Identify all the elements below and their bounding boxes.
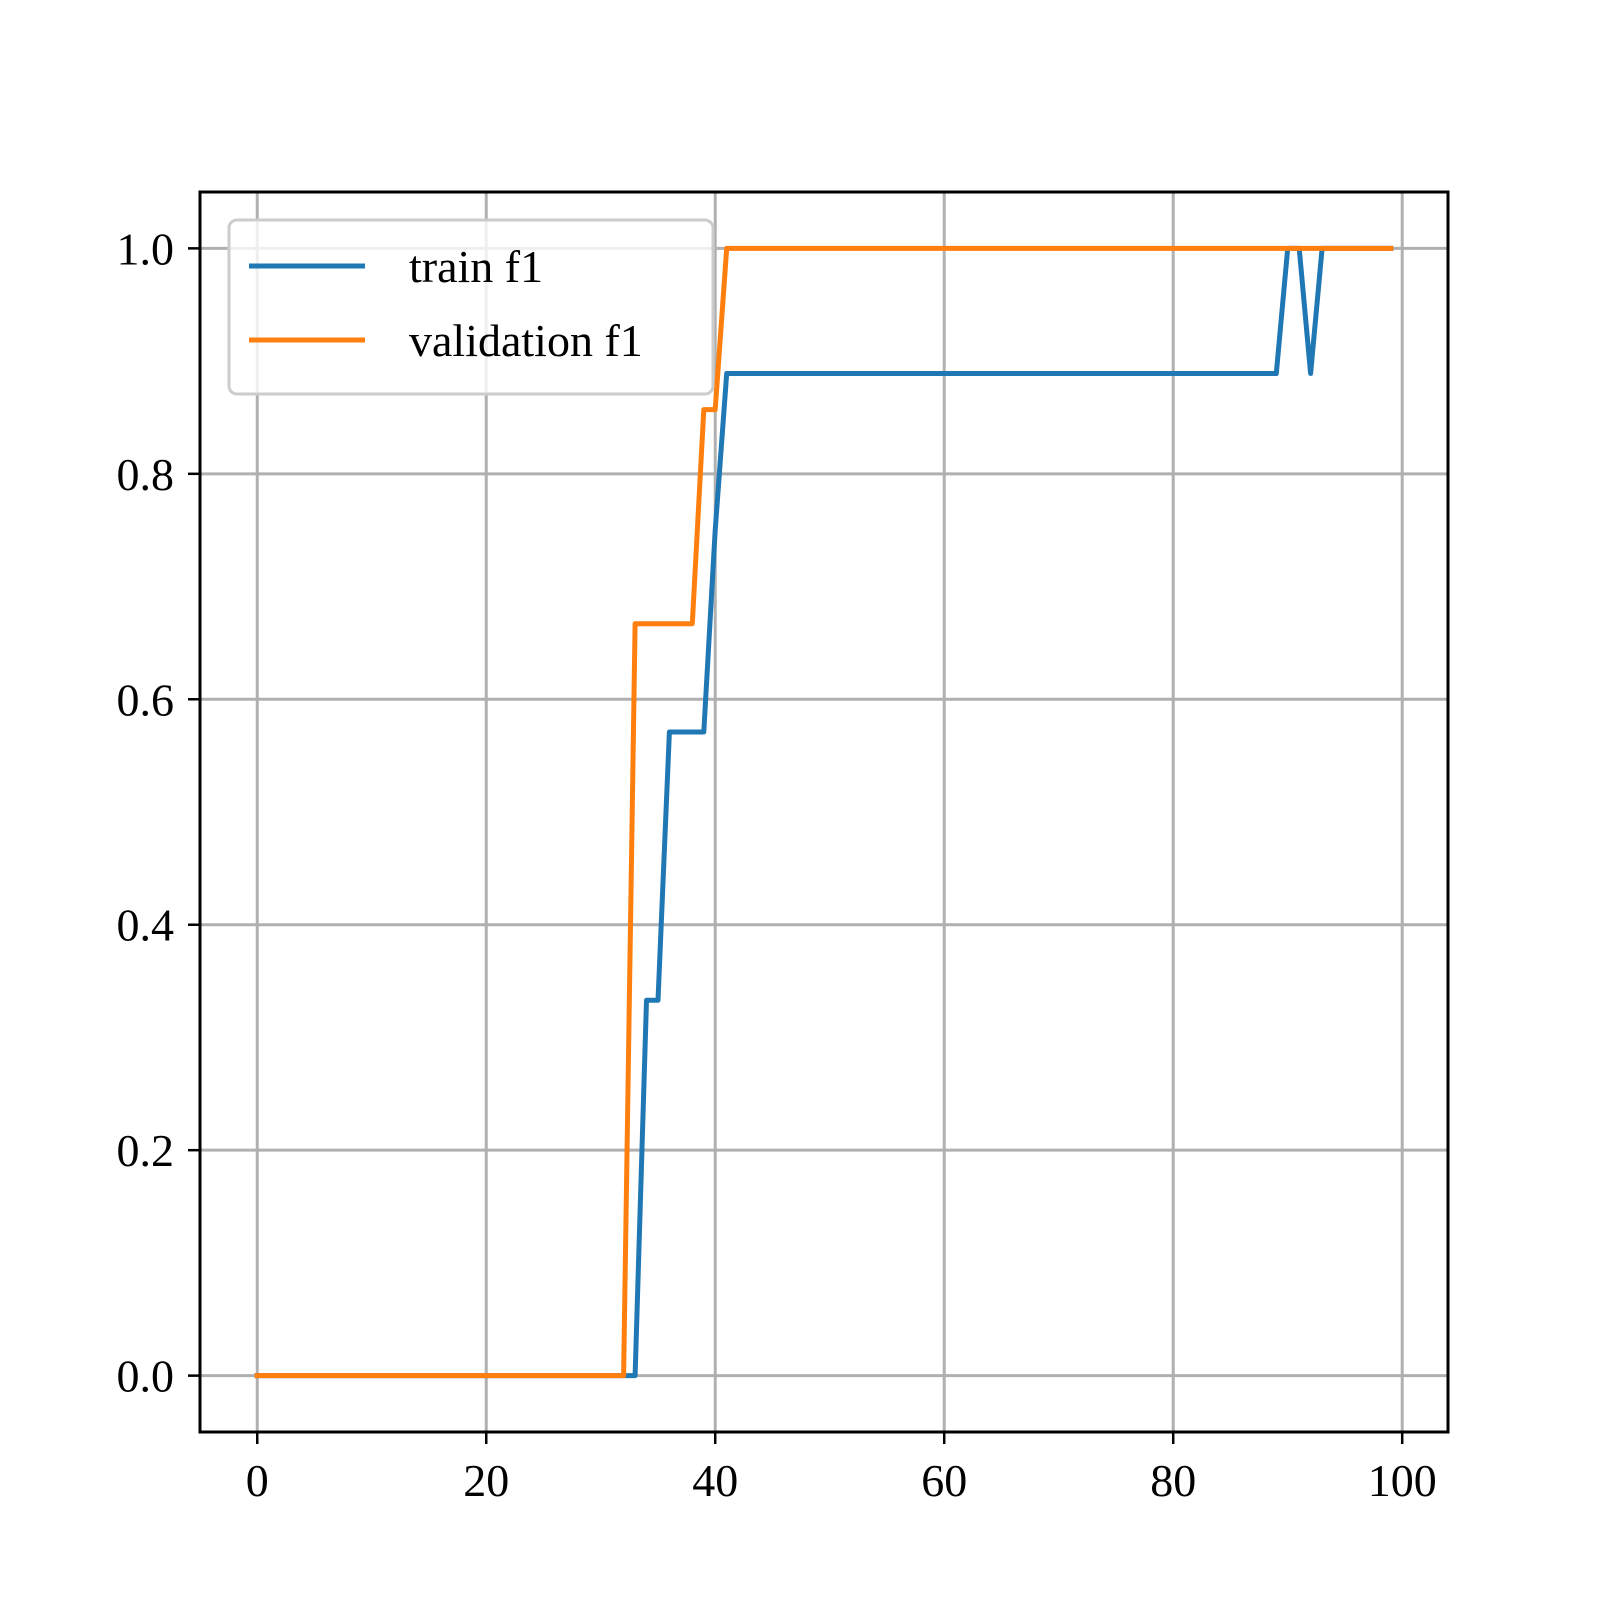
y-tick-label: 0.8 bbox=[117, 449, 175, 500]
plot-frame bbox=[198, 190, 1450, 1434]
x-tick-label: 0 bbox=[246, 1455, 269, 1506]
y-tick-label: 0.0 bbox=[117, 1351, 175, 1402]
series-line-validation-f1 bbox=[254, 245, 1394, 1379]
x-tick-label: 100 bbox=[1368, 1455, 1437, 1506]
x-tick-label: 40 bbox=[692, 1455, 738, 1506]
series-line-train-f1 bbox=[254, 245, 1394, 1379]
legend-label: validation f1 bbox=[409, 315, 643, 366]
x-tick-label: 60 bbox=[921, 1455, 967, 1506]
y-tick-label: 0.4 bbox=[117, 900, 175, 951]
x-tick-label: 80 bbox=[1150, 1455, 1196, 1506]
y-tick-label: 1.0 bbox=[117, 223, 175, 274]
x-tick-label: 20 bbox=[463, 1455, 509, 1506]
y-tick-label: 0.6 bbox=[117, 674, 175, 725]
legend-label: train f1 bbox=[409, 241, 543, 292]
series-lines bbox=[254, 245, 1394, 1379]
legend: train f1 validation f1 bbox=[227, 218, 715, 396]
axis-ticks: 0 20 40 60 80 100 0.0 0.2 0.4 0.6 0.8 1.0 bbox=[117, 223, 1437, 1506]
y-tick-label: 0.2 bbox=[117, 1125, 175, 1176]
